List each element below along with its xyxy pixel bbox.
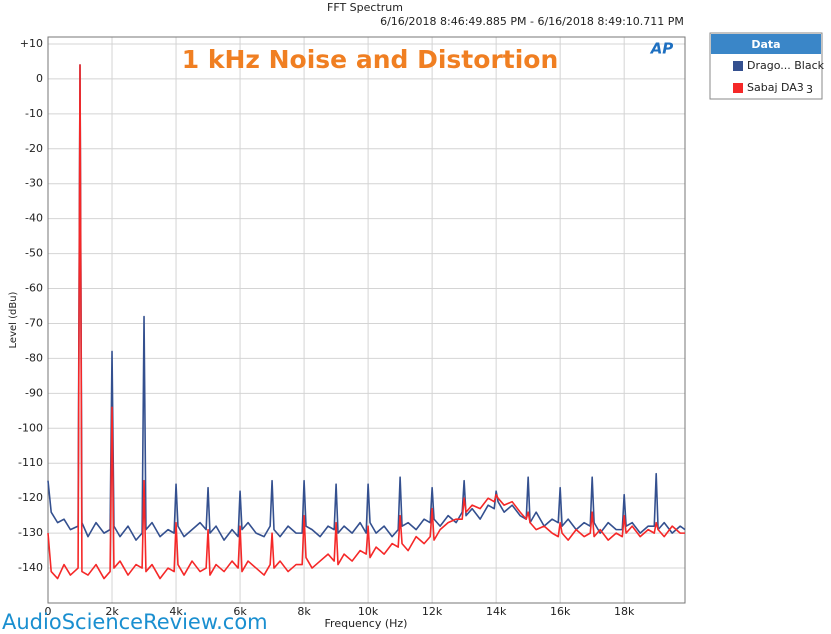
y-tick-label: 0 (36, 72, 43, 85)
y-tick-label: -90 (25, 386, 43, 399)
y-tick-label: -20 (25, 142, 43, 155)
legend-label: Sabaj DA3 (747, 81, 804, 94)
x-tick-label: 6k (233, 605, 247, 618)
y-tick-label: -10 (25, 107, 43, 120)
watermark: AudioScienceReview.com (2, 610, 268, 634)
legend-header (711, 34, 821, 54)
x-tick-label: 0 (45, 605, 52, 618)
y-tick-label: -30 (25, 177, 43, 190)
x-tick-label: 18k (614, 605, 635, 618)
series-line (47, 64, 685, 580)
y-tick-label: -70 (25, 316, 43, 329)
y-tick-label: -40 (25, 212, 43, 225)
plot-border (47, 36, 686, 604)
y-axis-title: Level (dBu) (8, 291, 19, 348)
y-tick-label: -50 (25, 247, 43, 260)
chart-subtitle: 6/16/2018 8:46:49.885 PM - 6/16/2018 8:4… (380, 15, 684, 28)
logo: AP (650, 40, 674, 58)
legend-title: Data (751, 38, 780, 51)
x-tick-label: 2k (105, 605, 119, 618)
series-line (47, 64, 686, 541)
legend-channel: 3 (806, 83, 813, 96)
y-tick-label: -140 (18, 561, 43, 574)
legend: Data Drago... Black Sabaj DA3 3 (709, 32, 825, 100)
x-tick-label: 16k (550, 605, 571, 618)
y-tick-label: -120 (18, 491, 43, 504)
x-tick-label: 8k (297, 605, 311, 618)
annotation: 1 kHz Noise and Distortion (182, 45, 559, 74)
legend-swatch (733, 83, 743, 93)
x-tick-label: 10k (358, 605, 379, 618)
y-tick-label: -60 (25, 282, 43, 295)
x-tick-label: 14k (486, 605, 507, 618)
y-tick-label: -80 (25, 351, 43, 364)
y-tick-label: -100 (18, 421, 43, 434)
y-tick-label: -130 (18, 526, 43, 539)
x-tick-label: 12k (422, 605, 443, 618)
plot-area: +10 0 -10 -20 -30 -40 -50 -60 -70 -80 -90 -100 -110 -… (18, 36, 686, 618)
y-tick-label: -110 (18, 456, 43, 469)
y-tick-label: +10 (20, 37, 43, 50)
x-tick-label: 4k (169, 605, 183, 618)
chart-title: FFT Spectrum (327, 1, 403, 14)
x-axis-title: Frequency (Hz) (325, 617, 408, 630)
legend-label: Drago... Black (747, 59, 825, 72)
legend-swatch (733, 61, 743, 71)
